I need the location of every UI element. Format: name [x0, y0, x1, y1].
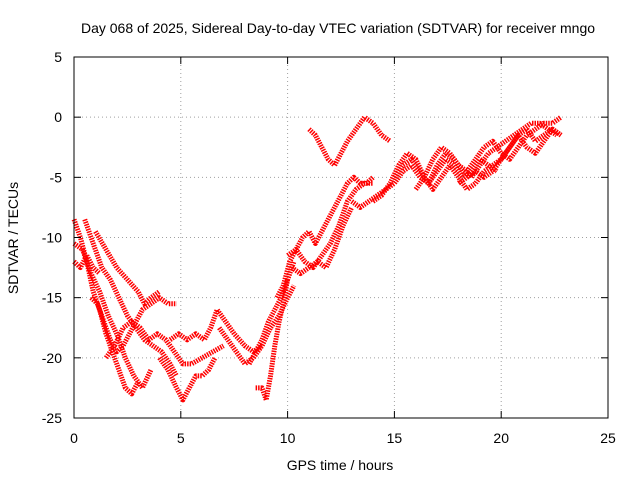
grid: [74, 57, 608, 418]
y-axis-label: SDTVAR / TECUs: [5, 182, 21, 294]
series-track-1: [71, 218, 141, 397]
axis-ticks: [73, 56, 609, 419]
series-track-5: [93, 230, 161, 307]
y-tick-label: 0: [54, 109, 62, 125]
chart-title: Day 068 of 2025, Sidereal Day-to-day VTE…: [81, 20, 595, 36]
x-tick-label: 25: [600, 430, 616, 446]
x-tick-label: 5: [177, 430, 185, 446]
y-tick-label: -5: [50, 169, 63, 185]
series-track-16: [307, 114, 392, 168]
series-track-21: [457, 126, 563, 186]
x-tick-labels: 0 5 10 15 20 25: [70, 430, 616, 446]
y-tick-label: -20: [42, 350, 62, 366]
series-track-22: [499, 126, 563, 161]
series-track-13: [274, 174, 375, 299]
x-tick-label: 10: [280, 430, 296, 446]
series-track-15: [290, 206, 354, 277]
x-tick-label: 0: [70, 430, 78, 446]
series-track-6: [89, 295, 177, 355]
y-tick-label: -25: [42, 410, 62, 426]
series-track-18: [371, 150, 503, 204]
series-track-2: [72, 241, 154, 391]
y-tick-label: 5: [54, 49, 62, 65]
series-track-3: [72, 253, 102, 276]
series-track-12: [255, 279, 291, 403]
y-tick-labels: -25 -20 -15 -10 -5 0 5: [42, 49, 62, 426]
x-tick-label: 20: [493, 430, 509, 446]
y-tick-label: -10: [42, 230, 62, 246]
x-tick-label: 15: [387, 430, 403, 446]
y-tick-label: -15: [42, 290, 62, 306]
series-track-9: [168, 307, 264, 355]
series-layer: [71, 114, 563, 403]
series-track-20: [413, 115, 563, 191]
series-track-17: [350, 156, 499, 210]
series-track-14: [286, 180, 373, 271]
series-track-11: [246, 260, 297, 366]
series-track-8: [157, 356, 218, 403]
x-axis-label: GPS time / hours: [287, 457, 394, 473]
series-track-7: [103, 319, 225, 367]
